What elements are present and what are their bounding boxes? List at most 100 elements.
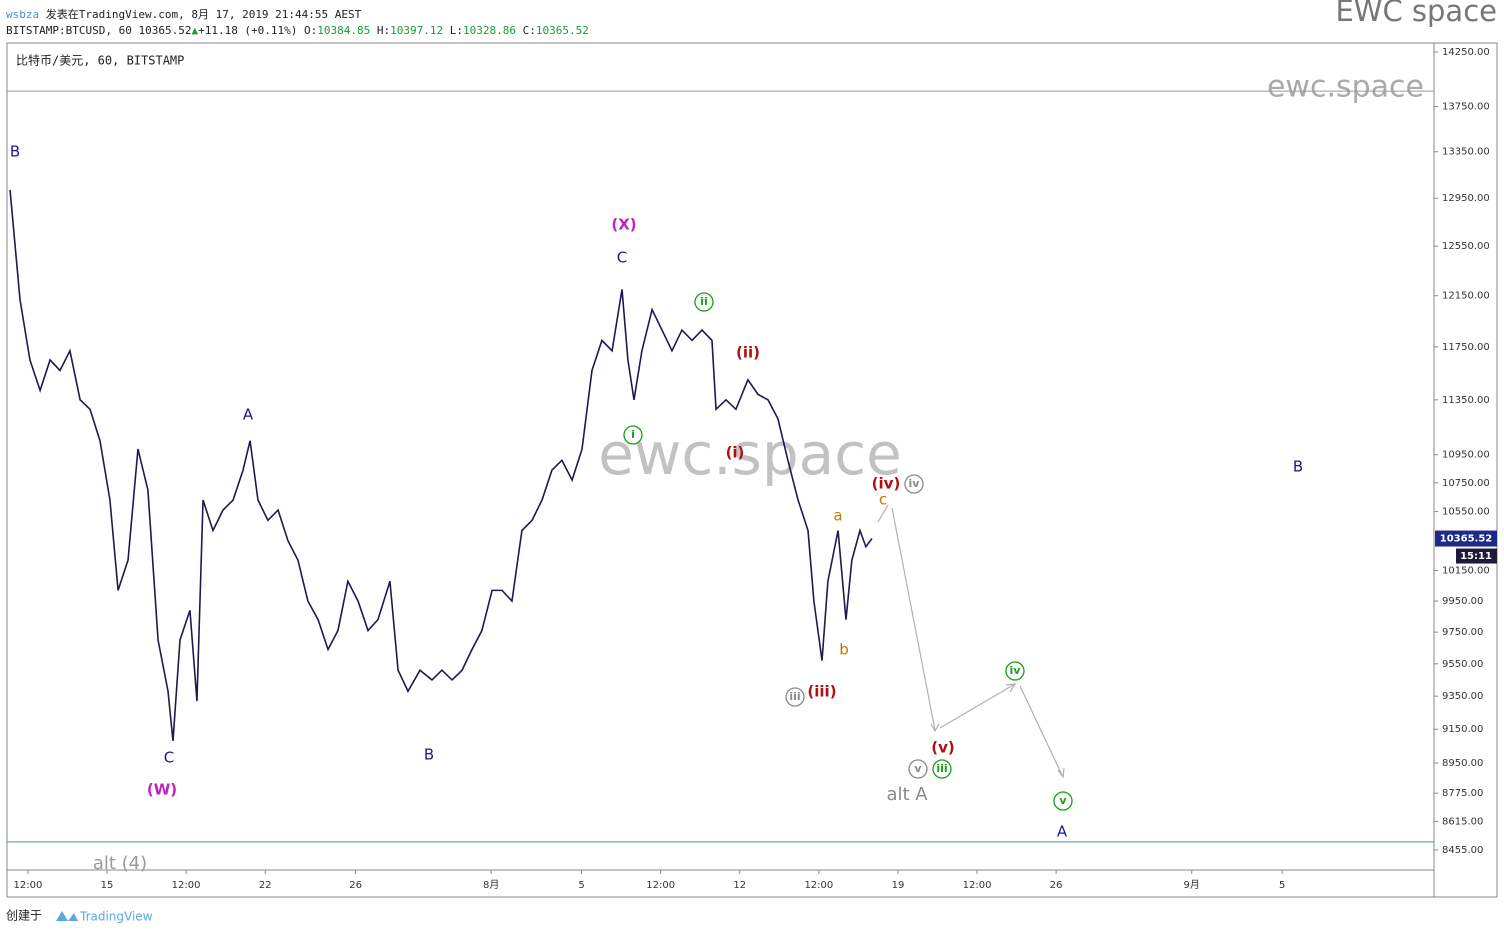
y-tick-label: 8455.00 xyxy=(1442,845,1483,856)
low-label: L: xyxy=(449,24,464,37)
x-tick-label: 12 xyxy=(733,880,746,891)
x-tick-label: 12:00 xyxy=(646,880,675,891)
wave-label: A xyxy=(1057,823,1068,841)
wave-circle xyxy=(932,759,952,779)
y-tick-label: 12950.00 xyxy=(1442,193,1490,204)
y-tick-label: 9550.00 xyxy=(1442,659,1483,670)
y-tick-label: 11750.00 xyxy=(1442,342,1490,353)
header-line-1: wsbza 发表在TradingView.com, 8月 17, 2019 21… xyxy=(6,6,361,22)
close-label: C: xyxy=(522,24,536,37)
wave-label: B xyxy=(424,746,434,764)
x-tick-label: 5 xyxy=(578,880,584,891)
wave-label: alt (4) xyxy=(93,853,147,874)
open: 10384.85 xyxy=(317,24,371,37)
chart-title: 比特币/美元, 60, BITSTAMP xyxy=(16,53,184,68)
footer-created: 创建于 xyxy=(6,909,42,923)
header-line-2: BITSTAMP:BTCUSD, 60 10365.52▲+11.18 (+0.… xyxy=(6,24,589,37)
y-tick-label: 10150.00 xyxy=(1442,566,1490,577)
y-tick-label: 10550.00 xyxy=(1442,507,1490,518)
wave-label: iii xyxy=(936,762,947,775)
x-tick-label: 12:00 xyxy=(172,880,201,891)
last-price-box xyxy=(1435,530,1497,547)
y-tick-label: 11350.00 xyxy=(1442,395,1490,406)
brand: EWC space xyxy=(1335,0,1497,28)
y-tick-label: 12550.00 xyxy=(1442,241,1490,252)
wave-circle xyxy=(785,687,805,707)
x-tick-label: 5 xyxy=(1279,880,1285,891)
price-line xyxy=(9,189,873,742)
wave-label: (X) xyxy=(611,216,636,234)
high: 10397.12 xyxy=(390,24,444,37)
y-tick-label: 9150.00 xyxy=(1442,724,1483,735)
countdown: 15:11 xyxy=(1460,551,1492,562)
wave-label: (v) xyxy=(931,739,955,757)
wave-label: C xyxy=(164,749,174,767)
wave-label: a xyxy=(833,507,842,525)
user[interactable]: wsbza xyxy=(6,8,40,21)
change: +11.18 (+0.11%) xyxy=(198,24,298,37)
price: 10365.52 xyxy=(138,24,192,37)
wave-circle xyxy=(694,292,714,312)
wave-label: alt A xyxy=(886,784,928,805)
x-tick-label: 15 xyxy=(101,880,114,891)
wave-label: (ii) xyxy=(736,344,760,362)
tv-logo xyxy=(56,911,78,921)
x-tick-label: 22 xyxy=(259,880,272,891)
x-tick-label: 26 xyxy=(349,880,362,891)
wave-label: b xyxy=(839,641,849,659)
x-tick-label: 12:00 xyxy=(963,880,992,891)
wave-label: iii xyxy=(789,690,800,703)
x-tick-label: 26 xyxy=(1050,880,1063,891)
last-price-label: 10365.52 xyxy=(1440,534,1493,545)
x-tick-label: 8月 xyxy=(483,879,499,891)
wave-label: v xyxy=(1059,794,1067,807)
wave-label: C xyxy=(617,249,627,267)
x-tick-label: 9月 xyxy=(1184,879,1200,891)
up-arrow: ▲ xyxy=(191,24,199,37)
low: 10328.86 xyxy=(463,24,516,37)
y-tick-label: 10950.00 xyxy=(1442,450,1490,461)
wave-label: c xyxy=(879,491,887,509)
y-tick-label: 9350.00 xyxy=(1442,691,1483,702)
countdown-box xyxy=(1456,548,1497,564)
watermark: ewc.space xyxy=(598,420,902,488)
y-tick-label: 13350.00 xyxy=(1442,147,1490,158)
wave-circle xyxy=(904,474,924,494)
chart-frame xyxy=(6,42,1498,898)
wave-label: iv xyxy=(909,477,921,490)
y-tick-label: 8615.00 xyxy=(1442,816,1483,827)
close: 10365.52 xyxy=(535,24,589,37)
wave-label: ii xyxy=(700,295,708,308)
wave-label: (W) xyxy=(147,781,177,799)
wave-label: v xyxy=(914,762,922,775)
y-tick-label: 14250.00 xyxy=(1442,47,1490,58)
wave-label: (i) xyxy=(726,444,745,462)
y-tick-label: 10750.00 xyxy=(1442,478,1490,489)
wave-circle xyxy=(1005,661,1025,681)
wave-label: (iii) xyxy=(807,683,836,701)
wave-label: B xyxy=(10,143,20,161)
y-tick-label: 13750.00 xyxy=(1442,102,1490,113)
y-tick-label: 9950.00 xyxy=(1442,596,1483,607)
open-label: O: xyxy=(304,24,318,37)
symbol: BITSTAMP:BTCUSD, 60 xyxy=(6,24,132,37)
high-label: H: xyxy=(376,24,391,37)
wave-label: iv xyxy=(1010,664,1022,677)
wave-circle xyxy=(623,425,643,445)
wave-circle xyxy=(1053,791,1073,811)
projection xyxy=(877,504,1065,779)
footer-logo[interactable]: TradingView xyxy=(79,910,153,924)
published: 发表在TradingView.com, 8月 17, 2019 21:44:55… xyxy=(45,8,362,21)
y-tick-label: 8775.00 xyxy=(1442,788,1483,799)
wave-label: A xyxy=(243,406,254,424)
y-tick-label: 9750.00 xyxy=(1442,627,1483,638)
x-tick-label: 12:00 xyxy=(804,880,833,891)
wave-circle xyxy=(908,759,928,779)
wave-label: i xyxy=(631,428,635,441)
wave-label: (iv) xyxy=(872,475,901,493)
watermark-small: ewc.space xyxy=(1267,70,1424,105)
wave-label: B xyxy=(1293,458,1303,476)
y-tick-label: 12150.00 xyxy=(1442,291,1490,302)
